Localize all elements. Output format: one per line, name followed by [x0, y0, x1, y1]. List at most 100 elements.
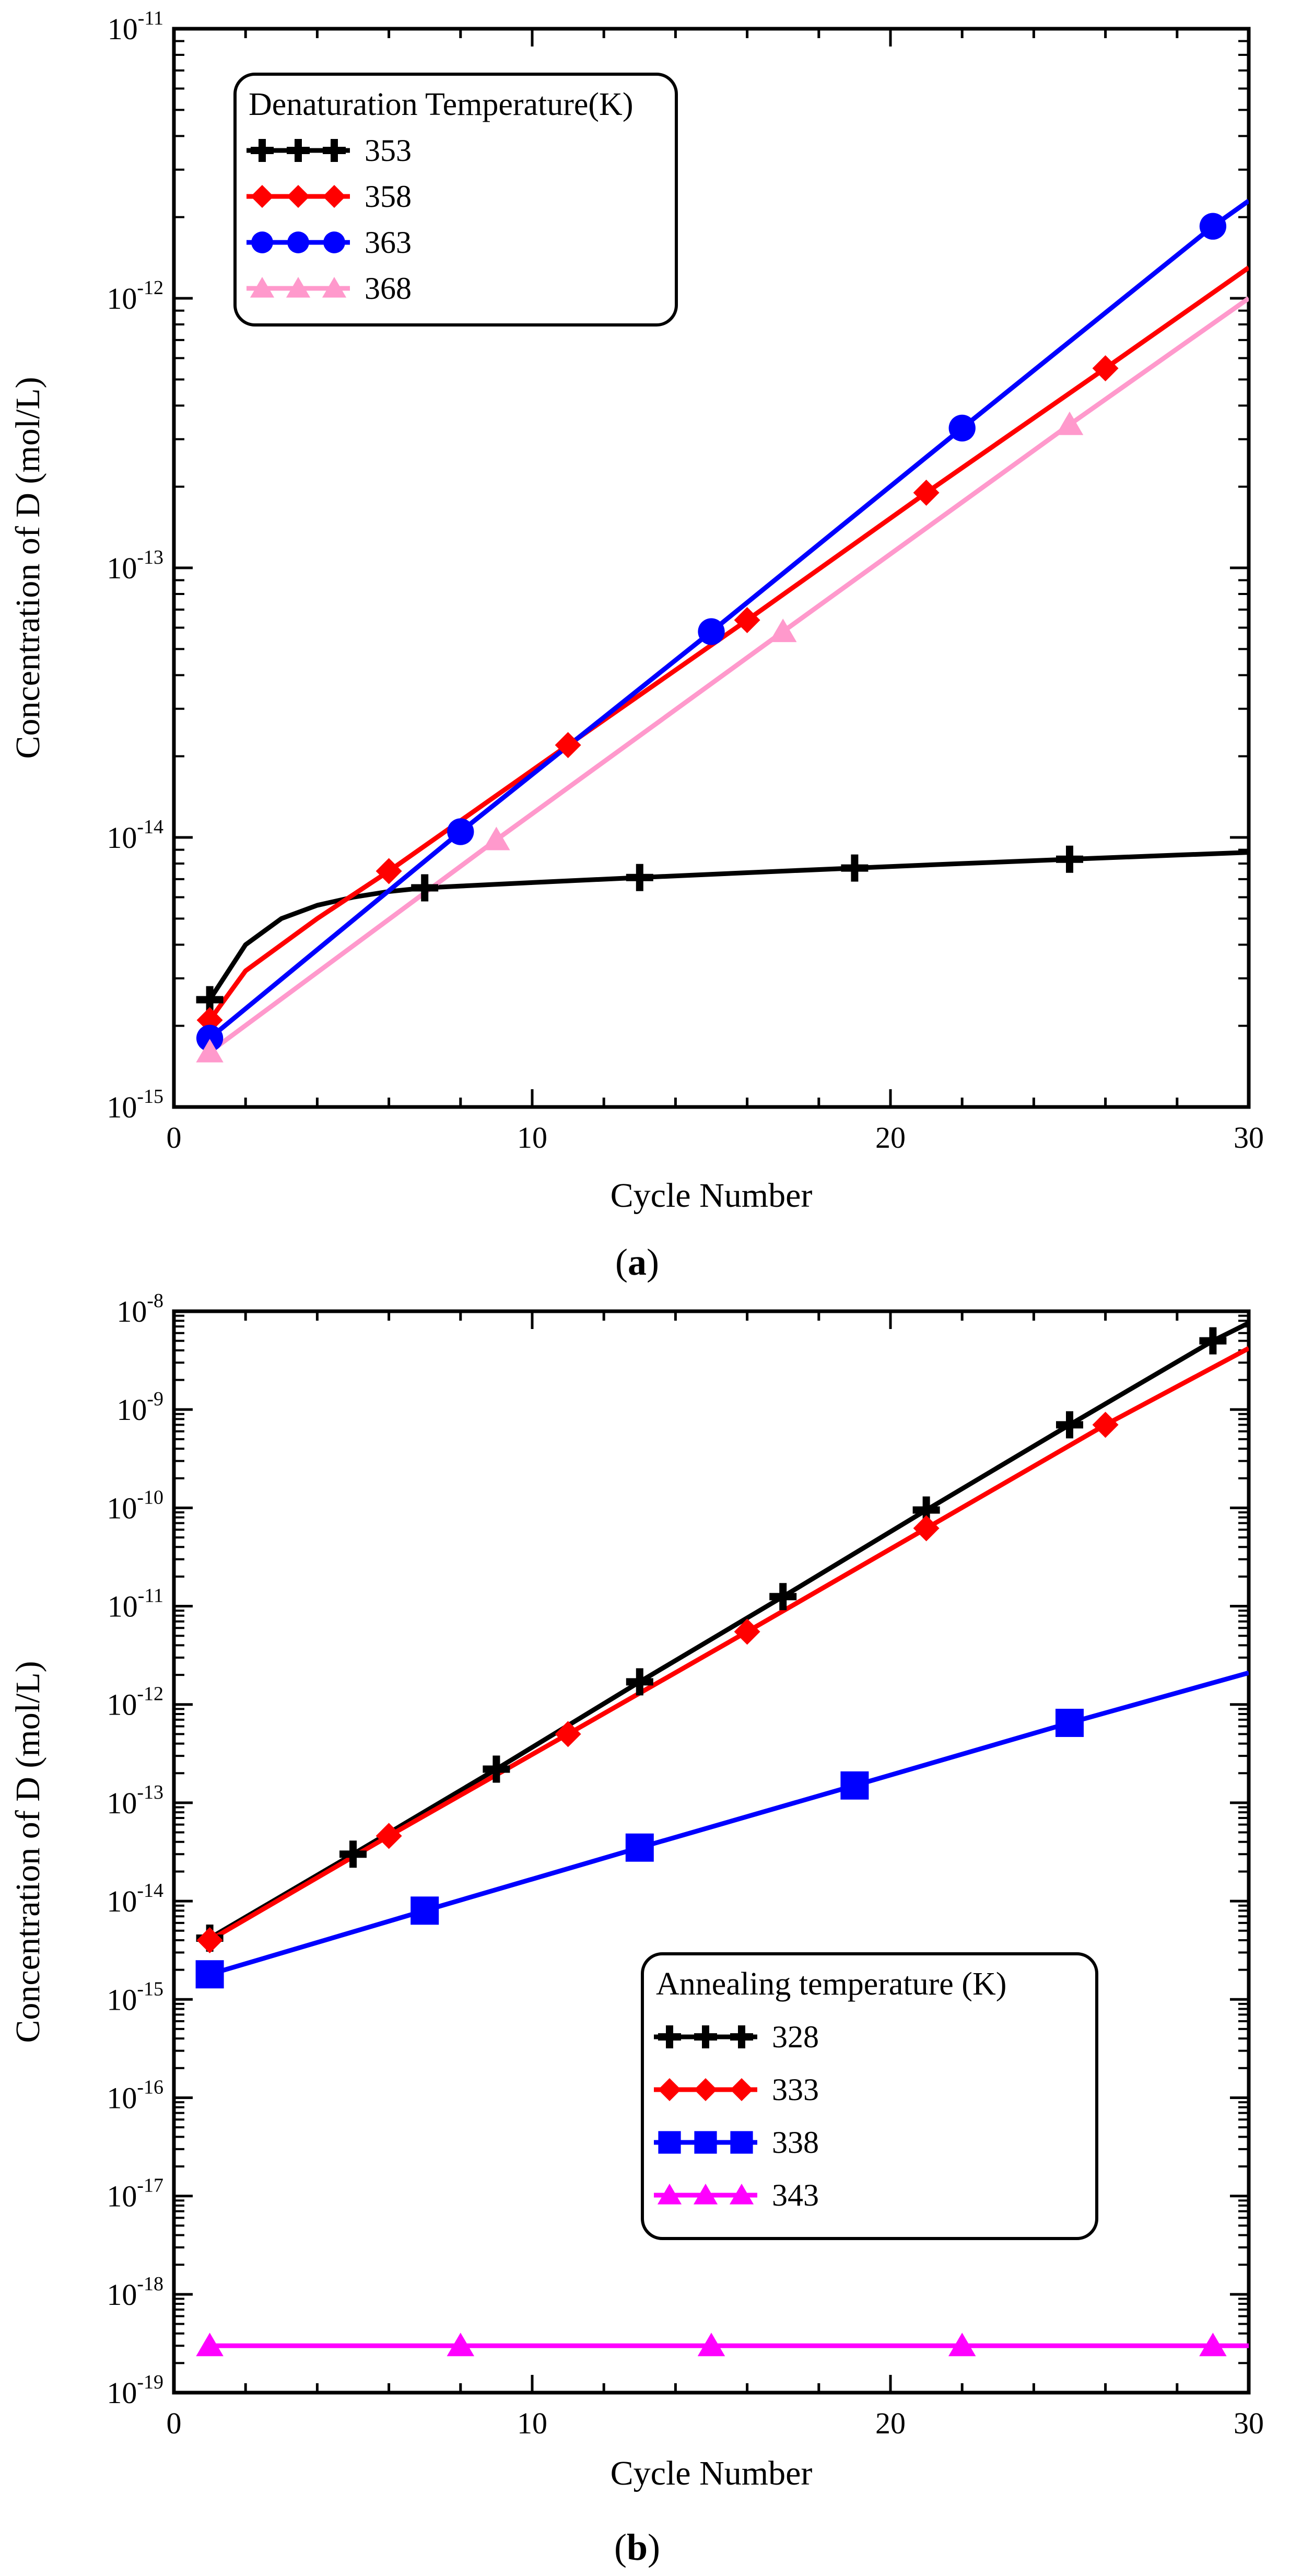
series-333-marker	[913, 1515, 940, 1542]
y-tick-exponent: -10	[137, 1486, 163, 1508]
series-338-marker	[411, 1896, 439, 1925]
legend-343-label: 343	[772, 2178, 819, 2212]
legend-363-marker	[287, 231, 309, 253]
y-tick-label: 10-12	[107, 277, 163, 316]
y-tick-exponent: -18	[137, 2273, 163, 2295]
y-tick-base: 10	[116, 1295, 147, 1328]
series-358-marker	[555, 732, 581, 759]
legend-353-marker	[287, 139, 310, 162]
series-363-marker	[698, 618, 725, 645]
legend-338-marker	[694, 2131, 717, 2154]
y-tick-exponent: -9	[147, 1388, 163, 1410]
y-tick-base: 10	[107, 1688, 137, 1722]
legend-368-marker	[250, 277, 275, 298]
y-tick-label: 10-11	[108, 7, 163, 46]
legend-363-label: 363	[365, 225, 412, 260]
legend-353-marker	[323, 139, 346, 162]
series-353-marker	[411, 874, 439, 902]
legend-338-label: 338	[772, 2125, 819, 2160]
y-tick-label: 10-13	[107, 546, 163, 585]
series-338-marker	[195, 1960, 224, 1989]
series-333-marker	[555, 1721, 581, 1747]
series-338-marker	[840, 1771, 869, 1800]
y-tick-base: 10	[107, 282, 137, 316]
series-338-marker	[625, 1833, 654, 1862]
series-368-marker	[483, 826, 510, 850]
y-tick-base: 10	[107, 2179, 137, 2213]
series-328-marker	[626, 1668, 653, 1696]
panel-caption: (a)	[615, 1241, 659, 1283]
series-333-marker	[376, 1823, 402, 1849]
y-tick-base: 10	[107, 1786, 137, 1820]
y-tick-base: 10	[107, 551, 137, 585]
series-353-marker	[841, 854, 869, 882]
y-tick-base: 10	[107, 1491, 137, 1525]
legend-363-marker	[251, 231, 273, 253]
legend-358-marker	[323, 185, 346, 208]
legend: Denaturation Temperature(K) 353 358 363 368	[233, 73, 678, 327]
y-tick-base: 10	[107, 2081, 137, 2115]
series-343-marker	[447, 2333, 475, 2357]
series-368-marker	[196, 1039, 224, 1063]
legend-box	[233, 73, 678, 327]
y-tick-exponent: -17	[137, 2175, 163, 2197]
legend-343-marker	[657, 2184, 682, 2205]
y-tick-base: 10	[107, 2376, 137, 2410]
y-tick-base: 10	[107, 1090, 137, 1124]
caption-close-paren: )	[647, 1241, 659, 1283]
legend-353-marker	[251, 139, 274, 162]
legend-338-marker	[730, 2131, 753, 2154]
series-363-marker	[1199, 213, 1227, 240]
x-tick-label: 0	[167, 2406, 182, 2440]
y-tick-exponent: -13	[137, 1781, 163, 1803]
y-tick-exponent: -15	[137, 1086, 163, 1108]
legend-328-marker	[730, 2025, 753, 2048]
y-tick-label: 10-9	[116, 1388, 163, 1427]
x-tick-label: 10	[517, 1121, 547, 1155]
legend-343-marker	[693, 2184, 718, 2205]
y-tick-base: 10	[108, 1590, 138, 1624]
legend-338-marker	[658, 2131, 681, 2154]
legend-343-marker	[729, 2184, 754, 2205]
y-tick-label: 10-18	[107, 2273, 163, 2312]
x-tick-label: 30	[1234, 1121, 1264, 1155]
y-tick-base: 10	[108, 12, 138, 46]
series-333-marker	[196, 1927, 223, 1953]
y-tick-exponent: -8	[147, 1290, 163, 1312]
legend-363-marker	[323, 231, 345, 253]
series-358-marker	[734, 607, 760, 634]
legend-368-marker	[286, 277, 311, 298]
x-axis-title: Cycle Number	[611, 2454, 813, 2492]
series-353-marker	[626, 864, 653, 891]
legend-328-label: 328	[772, 2020, 819, 2054]
y-tick-label: 10-14	[107, 1880, 163, 1918]
y-tick-base: 10	[107, 1983, 137, 2016]
y-tick-exponent: -14	[137, 1880, 163, 1902]
y-tick-exponent: -16	[137, 2076, 163, 2098]
y-tick-exponent: -11	[138, 7, 163, 29]
caption-open-paren: (	[614, 2526, 627, 2568]
series-328-marker	[1056, 1411, 1083, 1439]
series-368-marker	[1056, 411, 1084, 435]
y-tick-exponent: -15	[137, 1978, 163, 2000]
y-tick-label: 10-14	[107, 816, 163, 855]
series-358-marker	[1092, 355, 1119, 381]
series-358-marker	[376, 858, 402, 884]
series-363-marker	[447, 818, 474, 845]
series-338-line	[209, 1670, 1249, 1977]
series-343-marker	[1199, 2333, 1227, 2357]
legend-title: Annealing temperature (K)	[656, 1966, 1006, 2002]
legend-368-label: 368	[365, 271, 412, 306]
y-tick-label: 10-8	[116, 1290, 163, 1328]
legend-358-marker	[287, 185, 310, 208]
y-tick-base: 10	[107, 2278, 137, 2312]
y-tick-label: 10-12	[107, 1683, 163, 1722]
y-tick-exponent: -11	[138, 1585, 163, 1607]
y-tick-exponent: -13	[137, 546, 163, 568]
panel-caption: (b)	[614, 2526, 660, 2568]
y-tick-exponent: -14	[137, 816, 163, 838]
series-353-line	[207, 850, 1249, 1001]
legend-368-marker	[322, 277, 347, 298]
